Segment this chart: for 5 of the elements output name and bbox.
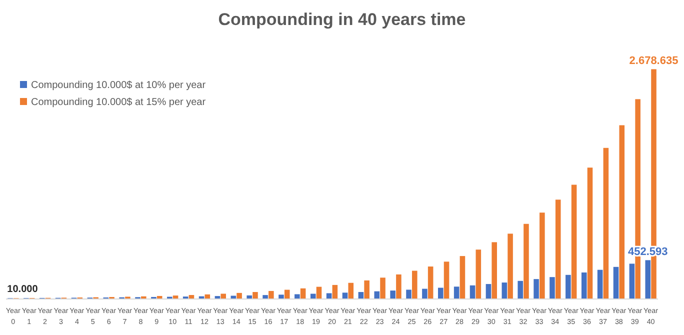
chart-title: Compounding in 40 years time [218, 10, 466, 29]
annotation: 10.000 [7, 284, 38, 296]
legend-label: Compounding 10.000$ at 15% per year [31, 97, 206, 108]
data-label: 2.678.635 [629, 55, 678, 68]
legend-label: Compounding 10.000$ at 10% per year [31, 80, 206, 91]
